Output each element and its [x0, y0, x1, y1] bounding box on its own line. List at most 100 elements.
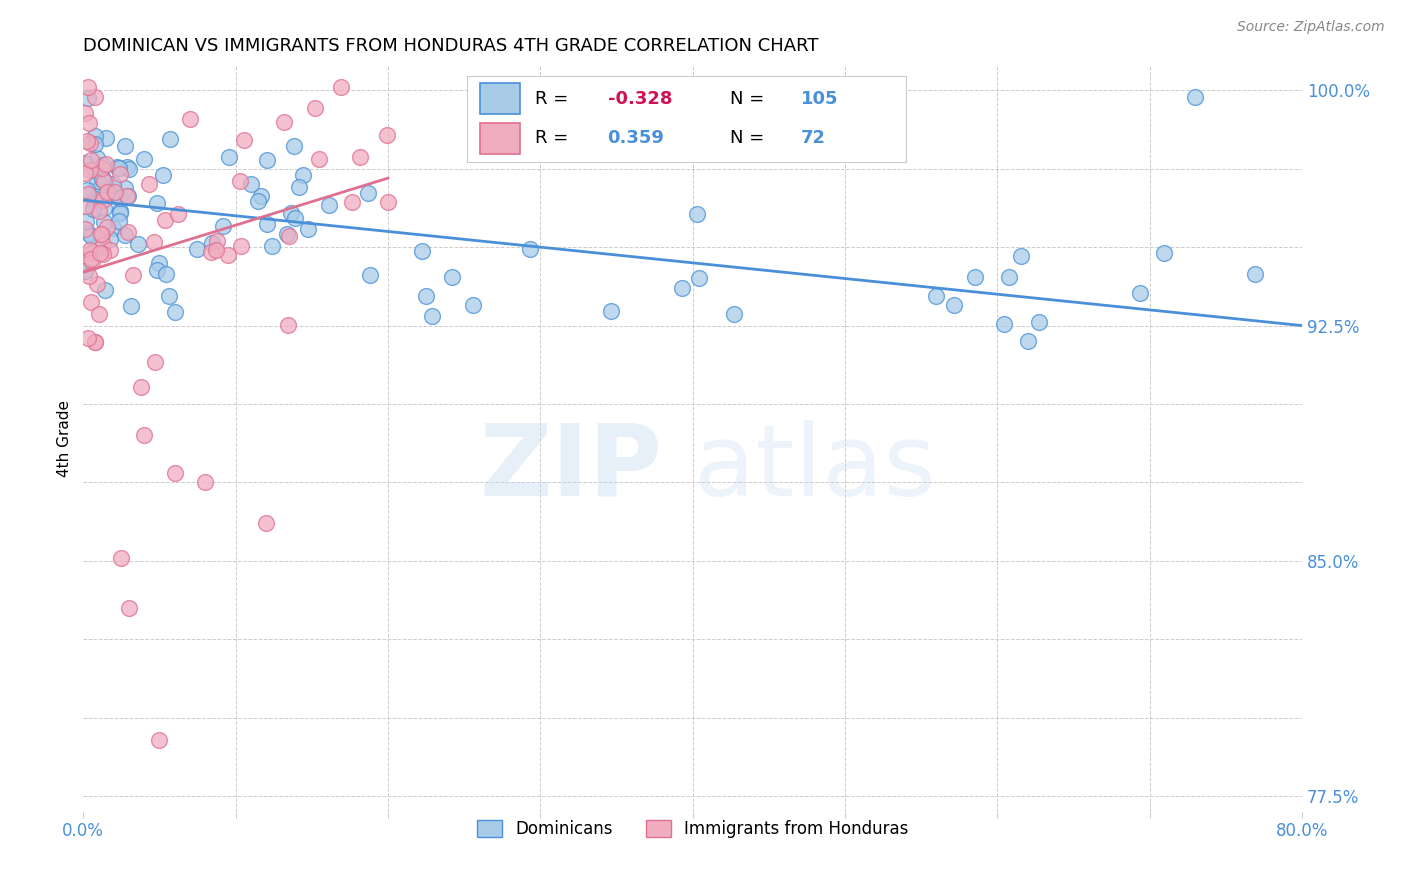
Point: [218, 150, 240, 164]
Point: [165, 305, 187, 319]
Point: [671, 281, 693, 295]
Point: [83, 192, 105, 206]
Point: [76, 184, 98, 198]
Point: [115, 161, 138, 175]
Point: [356, 186, 378, 200]
Point: [441, 270, 464, 285]
Point: [134, 428, 156, 442]
Point: [75, 214, 97, 228]
Point: [925, 289, 948, 303]
Point: [349, 150, 371, 164]
Point: [90, 227, 112, 242]
Point: [108, 206, 131, 220]
Point: [201, 236, 224, 251]
Point: [91, 237, 114, 252]
Point: [186, 242, 208, 256]
Point: [1028, 315, 1050, 329]
Point: [463, 298, 485, 312]
Point: [297, 222, 319, 236]
Point: [96, 130, 118, 145]
Point: [127, 236, 149, 251]
Point: [278, 229, 301, 244]
Point: [77, 91, 100, 105]
Point: [153, 213, 176, 227]
Point: [75, 263, 97, 277]
Point: [77, 226, 100, 240]
Point: [91, 171, 114, 186]
Text: Source: ZipAtlas.com: Source: ZipAtlas.com: [1237, 20, 1385, 34]
Point: [83, 194, 105, 208]
Text: atlas: atlas: [693, 420, 935, 516]
Point: [101, 177, 124, 191]
Point: [217, 248, 239, 262]
Point: [256, 153, 278, 167]
Point: [143, 235, 166, 250]
Point: [304, 101, 326, 115]
Point: [229, 239, 252, 253]
Text: ZIP: ZIP: [479, 420, 662, 516]
Point: [155, 267, 177, 281]
Point: [129, 380, 152, 394]
Point: [79, 116, 101, 130]
Point: [77, 268, 100, 283]
Point: [256, 217, 278, 231]
Point: [84, 335, 107, 350]
Point: [283, 139, 305, 153]
Point: [280, 206, 302, 220]
Point: [157, 289, 180, 303]
Point: [91, 193, 114, 207]
Point: [107, 214, 129, 228]
Point: [79, 136, 101, 150]
Point: [148, 732, 170, 747]
Point: [211, 219, 233, 233]
Point: [76, 134, 98, 148]
Point: [118, 162, 141, 177]
Point: [205, 234, 228, 248]
Point: [93, 174, 115, 188]
Point: [96, 184, 118, 198]
Point: [250, 188, 273, 202]
Point: [76, 331, 98, 345]
Point: [80, 295, 103, 310]
Point: [163, 466, 186, 480]
Point: [83, 334, 105, 349]
Point: [120, 300, 142, 314]
Point: [86, 151, 108, 165]
Point: [108, 161, 131, 175]
Point: [599, 304, 621, 318]
Point: [117, 225, 139, 239]
Point: [422, 310, 444, 324]
Point: [77, 186, 100, 201]
Point: [114, 228, 136, 243]
Point: [84, 241, 107, 255]
Point: [121, 268, 143, 283]
Point: [108, 167, 131, 181]
Point: [96, 179, 118, 194]
Point: [75, 155, 97, 169]
Point: [87, 204, 110, 219]
Point: [342, 195, 364, 210]
Point: [96, 156, 118, 170]
Point: [411, 244, 433, 258]
Point: [254, 516, 277, 531]
Point: [1153, 246, 1175, 260]
Point: [83, 129, 105, 144]
Point: [90, 227, 112, 242]
Point: [1010, 249, 1032, 263]
Point: [688, 271, 710, 285]
Point: [998, 269, 1021, 284]
Point: [118, 601, 141, 615]
Point: [91, 247, 114, 261]
Point: [86, 277, 108, 291]
Point: [1244, 267, 1267, 281]
Point: [146, 196, 169, 211]
Point: [89, 245, 111, 260]
Point: [117, 189, 139, 203]
Point: [200, 244, 222, 259]
Point: [115, 189, 138, 203]
Point: [276, 227, 298, 241]
Point: [179, 112, 201, 126]
Point: [963, 270, 986, 285]
Point: [79, 243, 101, 257]
Point: [77, 80, 100, 95]
